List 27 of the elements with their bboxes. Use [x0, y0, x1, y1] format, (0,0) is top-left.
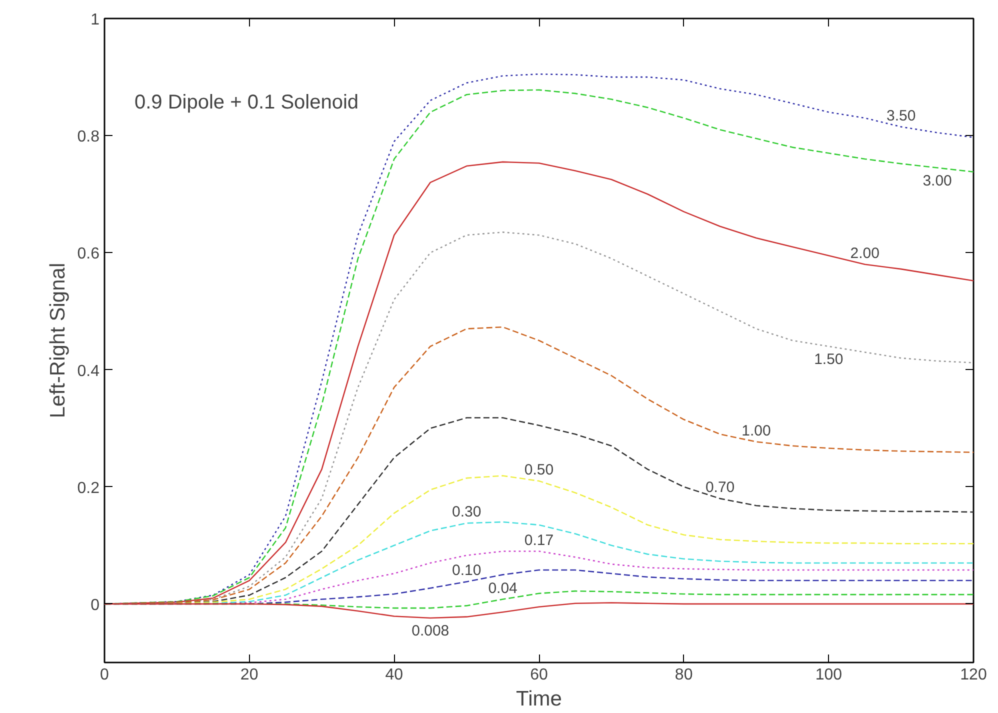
y-tick-label: 1 — [90, 12, 100, 28]
annotation: 0.30 — [452, 504, 482, 521]
x-axis-title: Time — [516, 688, 562, 710]
y-tick-label: 0.6 — [77, 246, 100, 263]
y-axis-title: Left-Right Signal — [46, 262, 70, 418]
x-tick-label: 80 — [674, 666, 693, 684]
y-tick-label: 0.2 — [77, 480, 100, 497]
annotation: 0.50 — [524, 462, 554, 479]
x-tick-label: 100 — [815, 666, 842, 684]
x-tick-label: 20 — [240, 666, 258, 684]
annotation: 3.00 — [922, 172, 952, 190]
y-tick-label: 0.8 — [77, 128, 100, 146]
annotation: 3.50 — [886, 107, 916, 124]
x-tick-label: 120 — [960, 666, 987, 684]
x-tick-label: 60 — [530, 666, 548, 684]
annotation: 1.00 — [742, 422, 771, 440]
x-tick-label: 40 — [385, 666, 404, 684]
annotation: 0.10 — [452, 562, 482, 580]
y-tick-label: 0 — [90, 596, 100, 614]
annotation: 0.70 — [705, 479, 735, 496]
annotation: 0.008 — [412, 622, 450, 640]
y-tick-label: 0.4 — [77, 362, 100, 380]
annotation: 2.00 — [850, 244, 880, 262]
annotation: 0.17 — [524, 532, 554, 549]
annotation: 0.04 — [488, 580, 518, 597]
annotation: 0.9 Dipole + 0.1 Solenoid — [134, 92, 359, 114]
annotation: 1.50 — [814, 350, 844, 368]
